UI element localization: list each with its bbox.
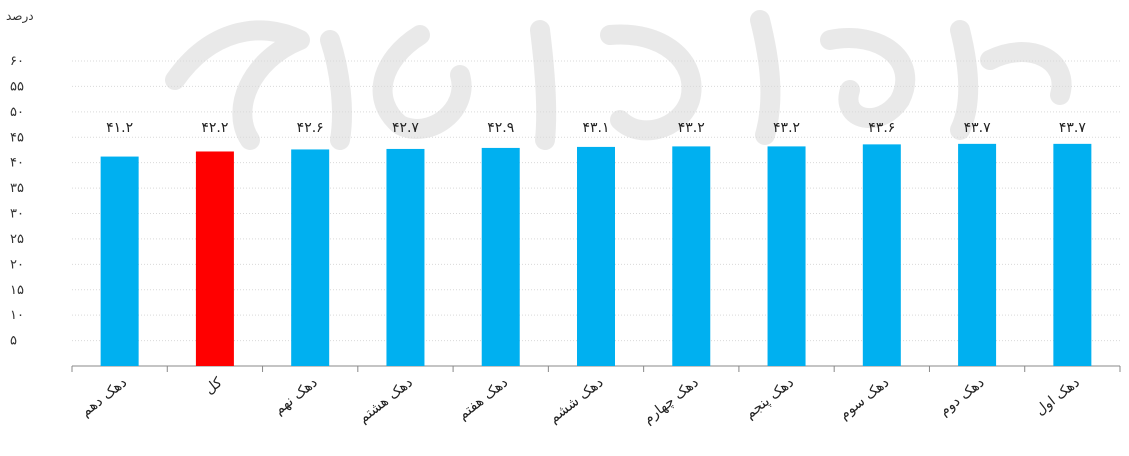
- data-label: ۴۲.۹: [487, 120, 514, 136]
- x-tick-label: دهک ششم: [546, 375, 606, 427]
- x-tick-label: دهک هشتم: [356, 375, 416, 427]
- x-tick-label: دهک اول: [1032, 375, 1082, 419]
- x-tick-label: دهک هفتم: [455, 375, 511, 424]
- bar: [958, 143, 997, 366]
- y-tick-label: ۴۵: [10, 130, 24, 145]
- y-tick-label: ۵۵: [10, 79, 24, 94]
- data-label: ۴۲.۶: [297, 120, 324, 136]
- data-label: ۴۲.۲: [201, 120, 228, 136]
- x-tick-label: دهک دهم: [78, 375, 130, 421]
- data-label: ۴۲.۷: [392, 120, 419, 136]
- bar: [577, 146, 615, 366]
- y-tick-label: ۵: [10, 334, 17, 349]
- bars-layer: [100, 143, 1092, 366]
- bar: [1053, 143, 1092, 366]
- bar: [481, 147, 520, 366]
- axis-layer: [71, 365, 1121, 372]
- data-label: ۴۳.۲: [678, 120, 705, 136]
- grid-layer: [72, 60, 1120, 342]
- y-axis-label: درصد: [6, 9, 34, 24]
- data-label: ۴۳.۶: [868, 120, 895, 136]
- data-label: ۴۳.۲: [773, 120, 800, 136]
- data-label: ۴۱.۲: [106, 120, 133, 136]
- data-label: ۴۳.۷: [1059, 120, 1086, 136]
- y-tick-label: ۶۰: [10, 54, 24, 69]
- bar: [100, 156, 139, 366]
- y-tick-label: ۳۵: [10, 181, 24, 196]
- bar: [386, 148, 425, 366]
- data-label: ۴۳.۷: [964, 120, 991, 136]
- y-tick-label: ۲۵: [10, 232, 24, 247]
- y-tick-label: ۳۰: [10, 207, 24, 222]
- y-tick-label: ۴۰: [10, 156, 24, 171]
- bar: [291, 149, 330, 366]
- y-tick-label: ۱۰: [10, 308, 24, 323]
- bar: [862, 144, 901, 366]
- y-tick-label: ۵۰: [10, 105, 24, 120]
- watermark-logo-icon: [165, 10, 1072, 150]
- x-tick-label: کل: [202, 374, 226, 397]
- x-tick-label: دهک سوم: [837, 375, 893, 423]
- y-tick-label: ۱۵: [10, 283, 24, 298]
- x-tick-label: دهک دوم: [937, 375, 988, 420]
- x-tick-label: دهک نهم: [271, 375, 320, 419]
- bar: [672, 146, 711, 366]
- x-tick-label: دهک پنجم: [742, 375, 797, 423]
- data-label: ۴۳.۱: [582, 120, 609, 136]
- bar: [195, 151, 234, 366]
- bar: [767, 146, 806, 366]
- y-tick-label: ۲۰: [10, 257, 24, 272]
- x-tick-label: دهک چهارم: [640, 375, 701, 428]
